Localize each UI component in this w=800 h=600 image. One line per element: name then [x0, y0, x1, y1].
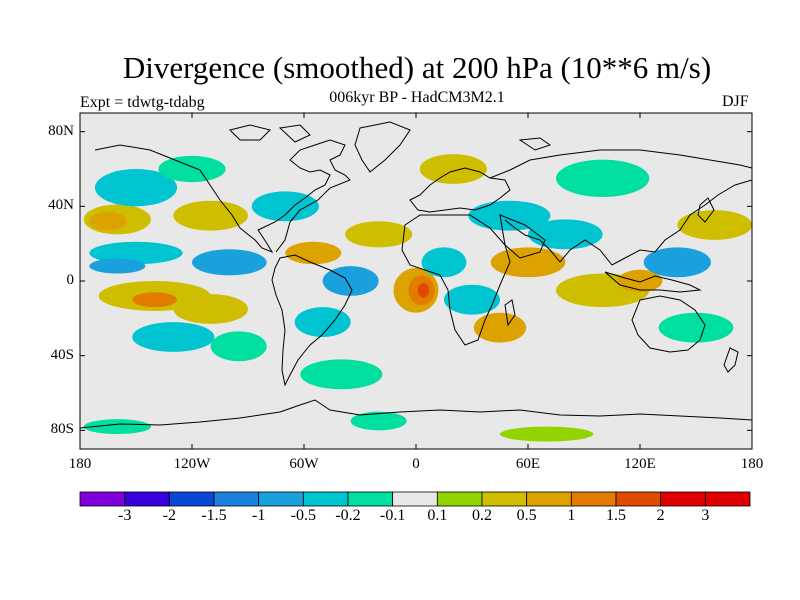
field-contour-27	[528, 219, 603, 250]
colorbar-swatch	[704, 491, 751, 507]
field-contour-5	[132, 292, 178, 308]
chart-subtitle: 006kyr BP - HadCM3M2.1	[329, 89, 505, 106]
coastline-europe	[409, 167, 511, 213]
lon-tick-label: 60E	[515, 456, 541, 472]
field-contour-7	[94, 169, 178, 207]
field-contour-34	[419, 154, 487, 184]
field-contour-13	[251, 191, 319, 222]
colorbar-label: 1	[567, 507, 576, 524]
field-contour-22	[421, 247, 467, 278]
lat-tick-label: 40S	[50, 346, 74, 363]
field-contour-23	[444, 284, 500, 315]
field-contour-35	[350, 411, 407, 431]
coastline-arctic-islands	[229, 124, 552, 151]
colorbar-label: -0.5	[290, 507, 316, 524]
colorbar-swatch	[258, 491, 304, 507]
field-contour-12	[210, 331, 267, 362]
lat-tick-label: 0	[66, 272, 75, 288]
divergence-field	[83, 154, 752, 442]
lon-tick-label: 60W	[289, 456, 319, 472]
field-contour-37	[83, 419, 151, 435]
colorbar-swatch	[570, 491, 617, 507]
coastline-arabia	[499, 214, 546, 259]
lat-tick-label: 80S	[50, 421, 74, 438]
coastlines	[80, 121, 752, 429]
lon-tick-label: 0	[412, 456, 420, 472]
lon-tick-label: 120W	[173, 456, 211, 472]
colorbar-swatch	[660, 491, 706, 507]
coastline-japan	[697, 197, 715, 223]
experiment-label: Expt = tdwtg-tdabg	[80, 94, 205, 111]
coastline-antarctica	[80, 399, 752, 429]
colorbar-label: 1.5	[606, 507, 626, 524]
colorbar-swatch	[526, 491, 572, 507]
field-contour-17	[300, 359, 383, 390]
lon-tick-label: 120E	[624, 456, 656, 472]
field-contour-21	[417, 282, 430, 298]
coastline-indonesia	[604, 271, 702, 293]
field-contour-29	[617, 269, 663, 293]
colorbar-swatch	[615, 491, 662, 507]
field-contour-11	[173, 294, 248, 324]
colorbar-label: -0.1	[379, 507, 406, 524]
colorbar-label: -1	[251, 507, 266, 524]
colorbar-label: -3	[117, 507, 132, 524]
field-contour-14	[285, 241, 342, 265]
field-contour-16	[294, 307, 351, 338]
colorbar-swatch	[481, 491, 528, 507]
coastline-north-america	[94, 139, 351, 254]
axis-ticks	[79, 113, 753, 449]
colorbar-label: 0.2	[472, 507, 492, 524]
coastline-africa	[401, 214, 511, 346]
field-contour-33	[556, 159, 650, 197]
lat-tick-label: 80N	[48, 122, 74, 139]
coastline-south-america	[271, 254, 353, 387]
field-contour-32	[658, 312, 734, 343]
colorbar-swatch	[213, 491, 260, 507]
field-contour-36	[500, 426, 594, 442]
colorbar-swatch	[347, 491, 394, 507]
field-contour-3	[89, 258, 146, 274]
field-contour-18	[345, 221, 413, 248]
colorbar-swatch	[168, 491, 215, 507]
field-contour-1	[89, 211, 127, 231]
field-contour-8	[158, 155, 226, 183]
colorbar-swatch	[436, 491, 483, 507]
field-contour-6	[132, 322, 215, 352]
chart-title: Divergence (smoothed) at 200 hPa (10**6 …	[122, 50, 712, 85]
field-contour-24	[473, 312, 527, 343]
field-contour-10	[192, 249, 267, 276]
field-contour-31	[677, 210, 752, 240]
colorbar-swatch	[302, 491, 349, 507]
season-label: DJF	[722, 93, 749, 110]
field-contour-2	[89, 241, 183, 265]
colorbar-label: 0.1	[427, 507, 448, 524]
colorbar-swatch	[124, 491, 170, 507]
colorbar-label: -2	[162, 507, 176, 524]
colorbar-label: -0.2	[335, 507, 361, 524]
coastline-madagascar	[504, 299, 516, 327]
field-contour-25	[468, 200, 551, 231]
field-contour-9	[173, 200, 248, 231]
lat-tick-label: 40N	[48, 197, 74, 214]
colorbar	[79, 491, 751, 507]
coastline-greenland	[354, 121, 411, 173]
colorbar-label: 0.5	[516, 507, 537, 524]
field-contour-30	[643, 247, 711, 278]
colorbar-label: -1.5	[201, 507, 227, 524]
field-contour-26	[490, 247, 566, 278]
coastline-asia	[489, 149, 752, 266]
colorbar-label: 2	[656, 507, 665, 524]
colorbar-swatch	[392, 491, 438, 507]
coastline-new-zealand	[723, 347, 739, 373]
lon-tick-label: 180	[68, 456, 92, 472]
coastline-australia	[631, 295, 706, 353]
colorbar-swatch	[79, 491, 126, 507]
colorbar-label: 3	[701, 507, 710, 524]
lon-tick-label: 180	[740, 456, 764, 472]
